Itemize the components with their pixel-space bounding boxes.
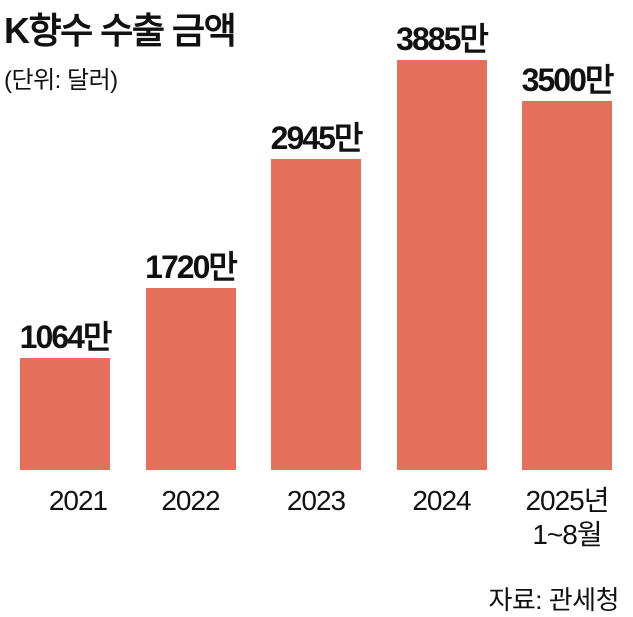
value-label: 1064만 [19,318,113,355]
bar [145,288,236,470]
chart-subtitle: (단위: 달러) [4,67,118,94]
x-tick-label: 2024 [412,485,471,516]
value-label: 3500만 [521,61,615,98]
bar [522,100,612,470]
x-tick-label: 2022 [161,485,220,516]
x-tick-label: 2025년 1~8월 [525,485,609,550]
value-label: 3885만 [396,21,489,57]
bar [20,357,110,470]
chart-title: K향수 수출 금액 [4,10,237,51]
value-label: 1720만 [145,249,238,286]
value-label: 2945만 [270,120,364,157]
source-note: 자료: 관세청 [488,585,619,615]
bar [271,159,361,470]
bar [396,60,487,470]
x-tick-label: 2023 [286,485,346,516]
x-tick-label: 2021 [48,485,108,516]
